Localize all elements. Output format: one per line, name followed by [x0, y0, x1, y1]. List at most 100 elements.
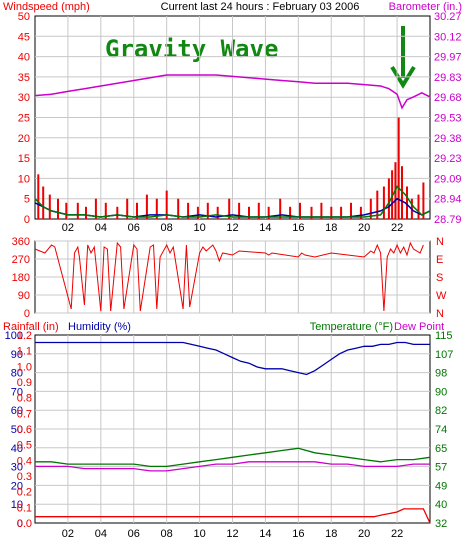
gust-bar: [376, 190, 379, 219]
temperature-line: [35, 447, 431, 468]
y-tick-label-windspeed: 15: [18, 153, 30, 165]
gust-bar: [85, 206, 87, 219]
y-tick-label-windspeed: 35: [18, 72, 30, 84]
gust-bar: [104, 202, 107, 219]
gust-bar: [187, 202, 190, 219]
y-tick-label-humidity: 70: [11, 386, 23, 398]
y-tick-label-barometer: 30.27: [434, 11, 462, 23]
y-tick-label-windspeed: 45: [18, 31, 30, 43]
dewpoint-line: [35, 461, 430, 472]
y-tick-label-direction: 90: [18, 290, 30, 302]
gust-bar: [196, 206, 199, 219]
x-tick-label: 08: [161, 528, 173, 540]
y-tick-label-humidity: 40: [11, 443, 23, 455]
gust-bar: [279, 198, 282, 219]
compass-label: E: [436, 254, 443, 266]
y-tick-label-rainfall: 0.0: [17, 518, 32, 530]
y-tick-label-rainfall: 1.0: [17, 361, 32, 373]
y-tick-label-temperature: 98: [435, 368, 447, 380]
x-tick-label: 22: [391, 528, 403, 540]
y-tick-label-humidity: 10: [11, 499, 23, 511]
gust-bar: [369, 198, 372, 219]
y-tick-label-barometer: 29.97: [434, 52, 462, 64]
barometer-label: Barometer (in.): [389, 1, 462, 13]
rainfall-label: Rainfall (in): [3, 321, 59, 333]
x-tick-label: 20: [358, 222, 370, 234]
x-tick-label: 10: [193, 222, 205, 234]
x-tick-label: 10: [193, 528, 205, 540]
x-tick-label: 06: [128, 222, 140, 234]
y-tick-label-barometer: 29.23: [434, 153, 462, 165]
gust-bar: [387, 178, 390, 219]
x-tick-label: 04: [95, 222, 107, 234]
gust-bar: [57, 198, 59, 219]
y-tick-label-rainfall: 0.8: [17, 393, 32, 405]
barometer-line: [34, 74, 431, 110]
y-tick-label-temperature: 90: [435, 386, 447, 398]
y-tick-label-barometer: 30.12: [434, 31, 462, 43]
gust-bar: [320, 202, 323, 219]
gust-bar: [94, 198, 97, 219]
y-tick-label-barometer: 29.38: [434, 133, 462, 145]
y-tick-label-rainfall: 0.5: [17, 440, 32, 452]
y-tick-label-rainfall: 0.9: [17, 377, 32, 389]
gust-bar: [216, 206, 219, 219]
y-tick-label-windspeed: 10: [18, 173, 30, 185]
gust-bar: [397, 117, 400, 219]
y-tick-label-humidity: 100: [5, 330, 23, 342]
temperature-label: Temperature (°F): [310, 321, 393, 333]
gust-bar: [422, 182, 425, 219]
y-tick-label-humidity: 20: [11, 480, 23, 492]
y-tick-label-humidity: 90: [11, 349, 23, 361]
gust-bar: [76, 202, 79, 219]
gust-bar: [330, 206, 333, 219]
y-tick-label-windspeed: 40: [18, 52, 30, 64]
y-tick-label-temperature: 65: [435, 443, 447, 455]
humidity-label: Humidity (%): [68, 321, 131, 333]
gust-bar: [116, 206, 119, 219]
y-tick-label-temperature: 115: [435, 330, 453, 342]
gust-bar: [340, 206, 343, 219]
y-tick-label-humidity: 50: [11, 424, 23, 436]
compass-label: N: [436, 308, 444, 320]
gust-bar: [145, 194, 148, 219]
y-tick-label-direction: 0: [24, 308, 30, 320]
y-tick-label-temperature: 82: [435, 405, 447, 417]
x-tick-label: 20: [358, 528, 370, 540]
gust-bar: [165, 190, 168, 219]
compass-label: W: [436, 290, 447, 302]
gust-bar: [391, 170, 394, 219]
y-tick-label-temperature: 32: [435, 518, 447, 530]
y-tick-label-temperature: 74: [435, 424, 447, 436]
gust-bar: [65, 202, 68, 219]
windspeed-label: Windspeed (mph): [3, 1, 90, 13]
x-tick-label: 22: [391, 222, 403, 234]
wind-direction-line: [34, 241, 424, 312]
annotation-arrow-icon: [390, 26, 416, 89]
y-tick-label-rainfall: 0.3: [17, 471, 32, 483]
x-tick-label: 14: [259, 528, 271, 540]
current-date-label: Current last 24 hours : February 03 2006: [161, 1, 360, 13]
compass-label: N: [436, 236, 444, 248]
dewpoint-label: Dew Point: [394, 321, 444, 333]
x-tick-label: 18: [325, 528, 337, 540]
y-tick-label-rainfall: 0.1: [17, 502, 32, 514]
x-tick-label: 02: [62, 222, 74, 234]
y-tick-label-temperature: 107: [435, 349, 453, 361]
y-tick-label-temperature: 40: [435, 499, 447, 511]
gust-bar: [382, 186, 385, 219]
y-tick-label-humidity: 0: [17, 518, 23, 530]
y-tick-label-barometer: 29.68: [434, 92, 462, 104]
y-tick-label-rainfall: 0.4: [17, 455, 32, 467]
x-tick-label: 18: [325, 222, 337, 234]
gust-bar: [248, 206, 250, 219]
gust-bar: [406, 186, 408, 219]
x-tick-label: 16: [292, 528, 304, 540]
gust-bar: [37, 174, 40, 219]
y-tick-label-temperature: 57: [435, 462, 447, 474]
y-tick-label-humidity: 60: [11, 405, 23, 417]
y-tick-label-direction: 270: [12, 254, 30, 266]
gust-bar: [48, 194, 51, 219]
y-tick-label-windspeed: 5: [24, 194, 30, 206]
